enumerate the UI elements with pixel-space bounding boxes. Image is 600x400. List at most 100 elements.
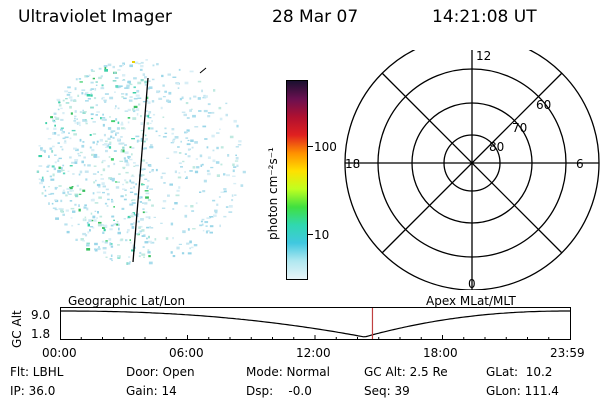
emission-pixel (170, 222, 174, 226)
emission-pixel (138, 226, 141, 229)
emission-pixel (231, 199, 234, 202)
emission-pixel (86, 244, 90, 247)
emission-pixel (87, 164, 91, 167)
emission-pixel (44, 150, 46, 153)
emission-pixel (108, 238, 112, 241)
emission-pixel (225, 206, 229, 208)
emission-pixel (199, 224, 203, 227)
emission-pixel (186, 242, 190, 245)
emission-pixel (132, 110, 136, 113)
emission-pixel (114, 77, 119, 79)
emission-pixel (54, 124, 56, 127)
emission-pixel (61, 148, 64, 151)
emission-pixel (98, 76, 102, 80)
emission-pixel (127, 229, 130, 232)
emission-pixel (127, 108, 131, 112)
emission-pixel (143, 256, 145, 258)
emission-pixel (172, 208, 175, 210)
emission-pixel (206, 217, 210, 219)
mlt-label-18: 18 (345, 157, 360, 171)
emission-pixel (115, 133, 117, 136)
emission-pixel (151, 204, 154, 207)
emission-pixel (60, 167, 63, 170)
emission-pixel (86, 75, 90, 78)
emission-pixel (78, 78, 82, 80)
emission-pixel (133, 97, 138, 100)
emission-pixel (214, 209, 218, 212)
emission-pixel (183, 113, 187, 117)
emission-pixel (84, 170, 89, 173)
dsp-value: Dsp: -0.0 (246, 384, 312, 398)
emission-pixel (123, 218, 126, 220)
emission-pixel (132, 92, 137, 94)
emission-pixel (58, 185, 62, 187)
emission-pixel (172, 138, 176, 140)
colorbar-gradient (287, 81, 307, 279)
emission-pixel (194, 141, 198, 144)
emission-pixel (62, 164, 65, 167)
emission-pixel (186, 176, 188, 178)
emission-pixel (64, 136, 69, 139)
emission-pixel (129, 241, 132, 244)
emission-pixel (172, 255, 176, 258)
emission-pixel (155, 130, 158, 133)
emission-pixel (219, 224, 221, 228)
emission-pixel (231, 194, 234, 197)
emission-pixel (151, 120, 153, 123)
emission-pixel (71, 186, 74, 188)
emission-pixel (197, 97, 201, 100)
emission-pixel (148, 86, 153, 89)
emission-pixel (61, 169, 65, 171)
emission-pixel (143, 147, 147, 150)
emission-pixel (124, 110, 129, 112)
y-tick-9: 9.0 (31, 308, 51, 322)
mlt-label-12: 12 (476, 50, 491, 63)
emission-pixel (85, 120, 88, 123)
emission-pixel (112, 65, 115, 69)
emission-pixel (44, 194, 47, 197)
emission-pixel (83, 164, 86, 167)
emission-pixel (129, 179, 132, 183)
emission-pixel (94, 88, 97, 91)
emission-pixel (40, 179, 45, 182)
emission-pixel (139, 201, 142, 203)
emission-pixel (175, 194, 180, 197)
emission-pixel (134, 193, 138, 196)
emission-pixel (170, 142, 174, 144)
emission-pixel (180, 166, 183, 168)
emission-pixel (102, 123, 105, 127)
emission-pixel (86, 248, 91, 251)
emission-pixel (62, 112, 65, 115)
emission-pixel (135, 233, 139, 235)
emission-pixel (39, 182, 43, 185)
emission-pixel (144, 134, 147, 137)
emission-pixel (69, 186, 73, 190)
emission-pixel (161, 207, 166, 209)
emission-pixel (73, 99, 77, 102)
emission-pixel (122, 166, 126, 169)
emission-pixel (89, 134, 92, 136)
emission-pixel (145, 192, 150, 195)
emission-pixel (103, 251, 107, 254)
emission-pixel (64, 140, 67, 143)
emission-pixel (102, 247, 107, 250)
emission-pixel (209, 225, 214, 228)
emission-pixel (223, 188, 227, 190)
emission-pixel (151, 100, 155, 103)
emission-pixel (90, 212, 93, 215)
emission-pixel (101, 161, 104, 164)
emission-pixel (113, 219, 115, 221)
emission-pixel (73, 120, 77, 122)
emission-pixel (125, 194, 127, 197)
emission-pixel (123, 198, 127, 201)
emission-pixel (79, 188, 82, 191)
emission-pixel (145, 114, 148, 117)
emission-pixel (109, 258, 113, 260)
emission-pixel (207, 156, 211, 159)
emission-pixel (155, 168, 158, 172)
emission-pixel (211, 111, 215, 114)
emission-pixel (82, 119, 86, 122)
emission-pixel (36, 170, 40, 173)
emission-pixel (135, 164, 139, 167)
emission-pixel (141, 253, 146, 256)
